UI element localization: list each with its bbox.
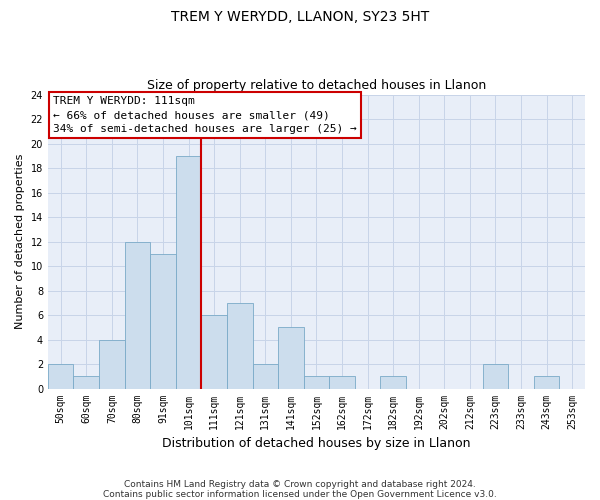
Bar (125, 242, 150, 388)
Bar (534, 376, 559, 388)
Bar (150, 254, 176, 388)
Text: TREM Y WERYDD: 111sqm
← 66% of detached houses are smaller (49)
34% of semi-deta: TREM Y WERYDD: 111sqm ← 66% of detached … (53, 96, 357, 134)
Y-axis label: Number of detached properties: Number of detached properties (15, 154, 25, 329)
Title: Size of property relative to detached houses in Llanon: Size of property relative to detached ho… (147, 79, 486, 92)
X-axis label: Distribution of detached houses by size in Llanon: Distribution of detached houses by size … (162, 437, 471, 450)
Bar (202, 315, 227, 388)
Bar (227, 303, 253, 388)
Text: Contains HM Land Registry data © Crown copyright and database right 2024.
Contai: Contains HM Land Registry data © Crown c… (103, 480, 497, 499)
Bar (278, 328, 304, 388)
Bar (176, 156, 202, 388)
Bar (253, 364, 278, 388)
Text: TREM Y WERYDD, LLANON, SY23 5HT: TREM Y WERYDD, LLANON, SY23 5HT (171, 10, 429, 24)
Bar (482, 364, 508, 388)
Bar (99, 340, 125, 388)
Bar (48, 364, 73, 388)
Bar (304, 376, 329, 388)
Bar (380, 376, 406, 388)
Bar (73, 376, 99, 388)
Bar (329, 376, 355, 388)
